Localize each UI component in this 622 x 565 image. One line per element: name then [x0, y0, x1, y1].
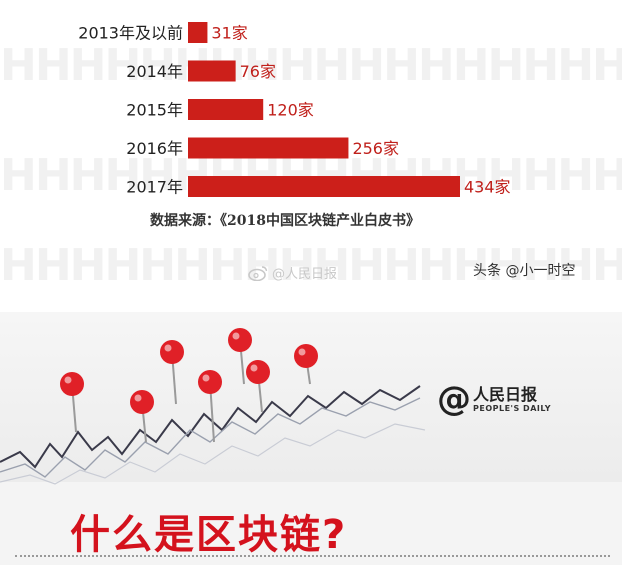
category-label: 2014年 — [126, 62, 183, 81]
logo-at-icon: @ — [437, 379, 471, 419]
value-label: 76家 — [240, 62, 276, 81]
logo-name-en: PEOPLE'S DAILY — [473, 403, 552, 413]
pin-icon — [294, 344, 318, 385]
category-label: 2015年 — [126, 101, 183, 120]
category-label: 2016年 — [126, 139, 183, 158]
pin-icon — [228, 328, 252, 385]
value-label: 256家 — [352, 139, 399, 158]
value-label: 434家 — [464, 178, 511, 197]
pin-icon — [198, 370, 222, 443]
chart-panel: HHHHHHHHHHHHHHHHHH HH HHHHHHHHHHHHHHHH HHH… — [0, 22, 622, 291]
bar-chart: 2013年及以前 31家 2014年 76家 2015年 120家 2016年 256家 201… — [78, 22, 511, 197]
category-label: 2013年及以前 — [78, 24, 183, 43]
dotted-divider — [15, 555, 610, 557]
toutiao-credit: 头条 @小一时空 — [473, 263, 576, 279]
peoples-daily-logo: @ 人民日报 PEOPLE'S DAILY — [437, 382, 551, 416]
bar — [188, 137, 349, 159]
weibo-icon — [248, 265, 268, 281]
pin-icon — [246, 360, 270, 413]
stock-line-illustration — [0, 385, 426, 485]
pin-icon — [60, 372, 84, 433]
pin-icon — [130, 390, 154, 443]
bar — [188, 99, 264, 120]
headline: 什么是区块链? — [70, 512, 348, 558]
map-pins — [60, 328, 318, 443]
bar — [188, 60, 236, 82]
weibo-handle: @人民日报 — [272, 267, 338, 282]
logo-name-cn: 人民日报 — [473, 384, 538, 404]
weibo-watermark: @人民日报 — [248, 263, 337, 282]
category-label: 2017年 — [126, 178, 183, 197]
source-note: 数据来源：《2018中国区块链产业白皮书》 — [150, 213, 420, 229]
value-label: 120家 — [267, 101, 314, 120]
bar — [188, 176, 460, 197]
bar — [188, 22, 208, 43]
banner: @ 人民日报 PEOPLE'S DAILY 什么是区块链? — [0, 312, 622, 565]
value-label: 31家 — [211, 24, 247, 43]
pin-icon — [160, 340, 184, 405]
